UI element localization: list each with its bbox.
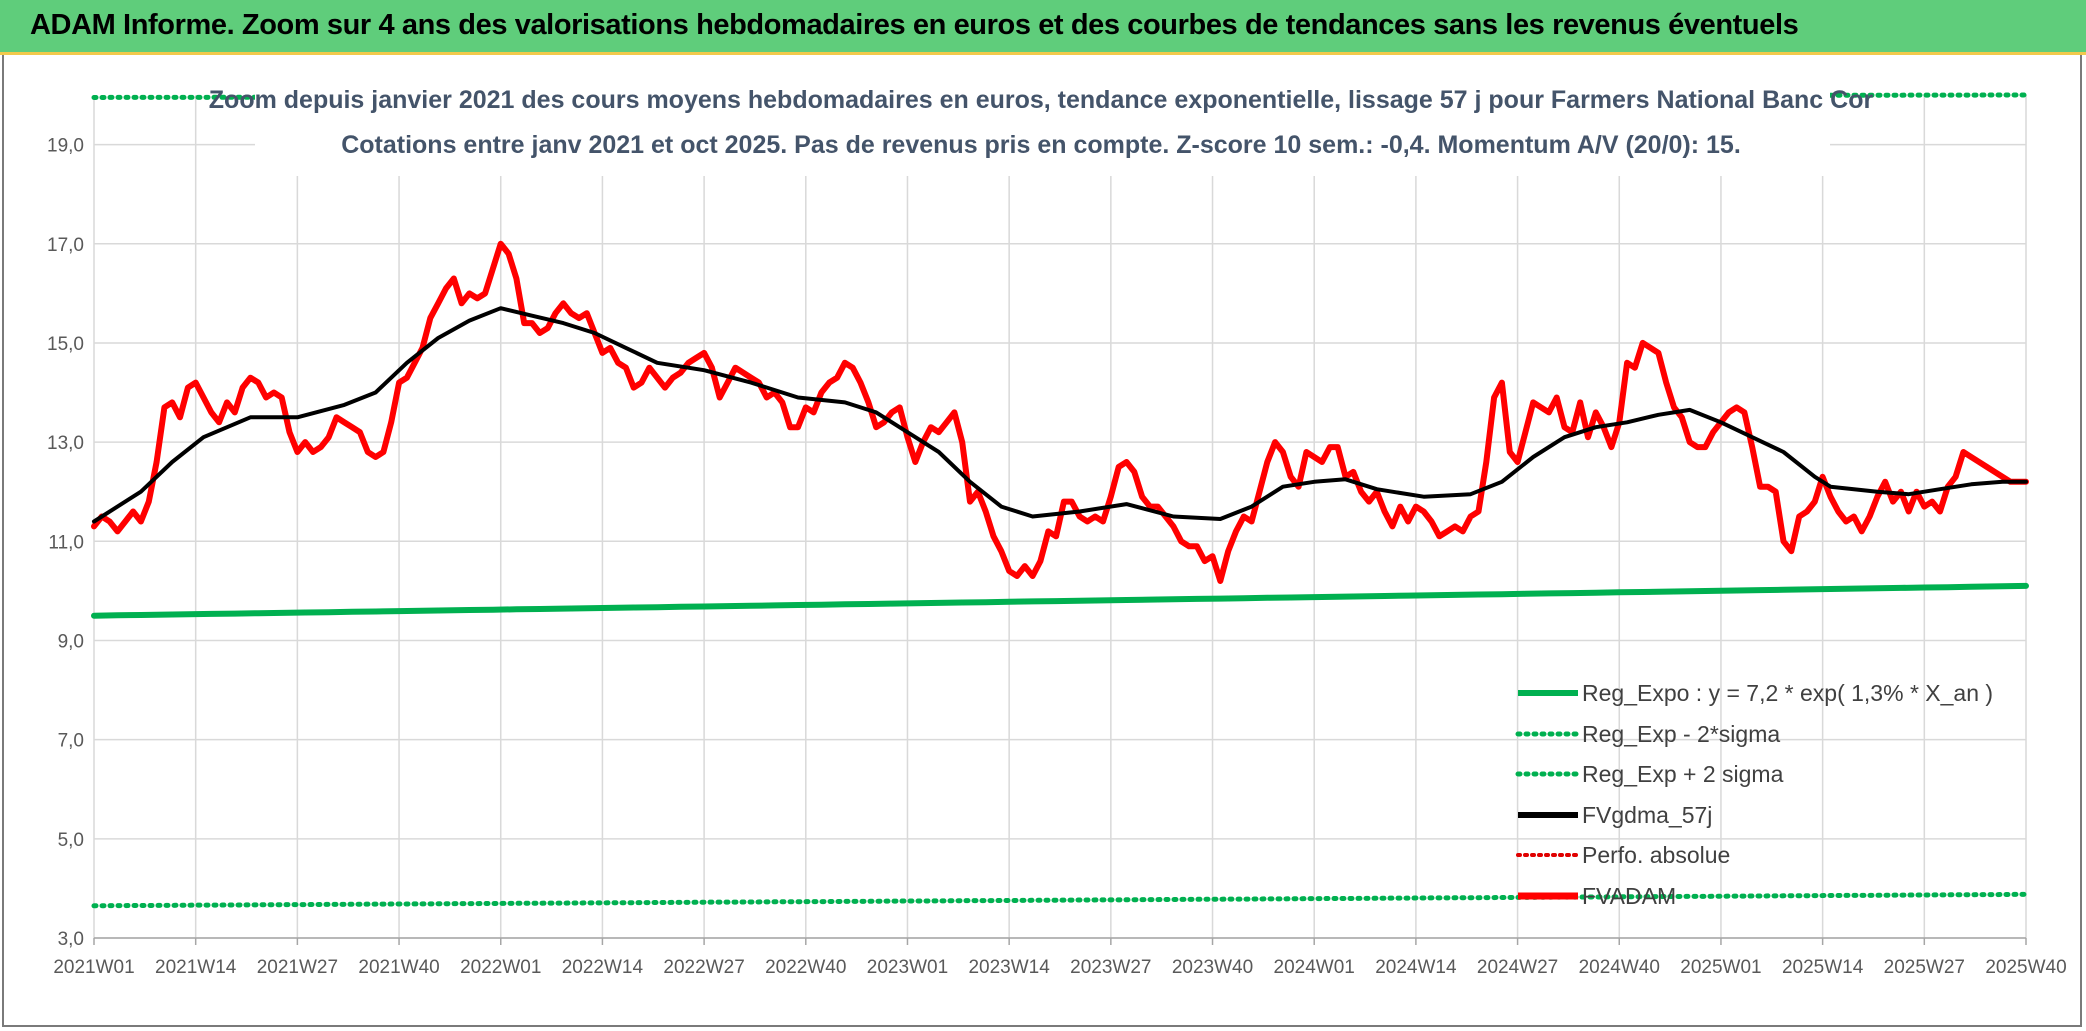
series-line-reg-expo — [91, 582, 2029, 619]
x-tick-label: 2025W27 — [1884, 957, 1965, 978]
legend: Reg_Expo : y = 7,2 * exp( 1,3% * X_an ) … — [1515, 680, 1993, 909]
x-tick-label: 2022W27 — [663, 957, 744, 978]
x-tick-label: 2025W14 — [1782, 957, 1864, 978]
x-tick-label: 2021W01 — [53, 957, 134, 978]
legend-label-fvadam: FVADAM — [1582, 883, 1676, 909]
x-tick-label: 2022W14 — [562, 957, 644, 978]
y-tick-label: 7,0 — [58, 731, 84, 752]
legend-label-reg-expo: Reg_Expo : y = 7,2 * exp( 1,3% * X_an ) — [1582, 680, 1993, 706]
series-line-reg-exp-minus-2sigma — [91, 891, 2029, 909]
y-tick-label: 5,0 — [58, 830, 84, 851]
x-axis-ticks: 2021W01 2021W14 2021W27 2021W40 2022W01 2022W… — [53, 957, 2066, 978]
x-tick-label: 2021W40 — [358, 957, 439, 978]
x-tick-label: 2025W40 — [1985, 957, 2066, 978]
header-title: ADAM Informe. Zoom sur 4 ans des valoris… — [30, 9, 1799, 41]
y-tick-label: 9,0 — [58, 631, 84, 652]
legend-label-perfo: Perfo. absolue — [1582, 842, 1730, 868]
x-tick-label: 2024W40 — [1579, 957, 1660, 978]
y-tick-label: 11,0 — [48, 532, 84, 553]
legend-label-minus-2sigma: Reg_Exp - 2*sigma — [1582, 721, 1780, 747]
series-line-fvgdma-57j — [92, 306, 2028, 524]
y-axis-ticks: 3,0 5,0 7,0 9,0 11,0 13,0 15,0 17,0 19,0 — [47, 136, 84, 950]
legend-label-fvgdma: FVgdma_57j — [1582, 802, 1712, 828]
x-tick-label: 2024W01 — [1274, 957, 1355, 978]
chart-frame — [2, 55, 2082, 1027]
grid-layer — [93, 95, 2027, 945]
subtitle-backdrop — [255, 78, 1830, 176]
legend-label-plus-2sigma: Reg_Exp + 2 sigma — [1582, 761, 1784, 787]
x-tick-label: 2022W01 — [460, 957, 541, 978]
header-title-bar: ADAM Informe. Zoom sur 4 ans des valoris… — [0, 0, 2086, 55]
x-tick-label: 2021W14 — [155, 957, 237, 978]
y-tick-label: 3,0 — [58, 929, 84, 950]
x-tick-label: 2021W27 — [257, 957, 338, 978]
x-tick-label: 2024W14 — [1375, 957, 1457, 978]
y-tick-label: 17,0 — [47, 235, 84, 256]
x-tick-label: 2022W40 — [765, 957, 846, 978]
chart-subtitle-line2: Cotations entre janv 2021 et oct 2025. P… — [341, 131, 1741, 159]
x-tick-label: 2023W01 — [867, 957, 948, 978]
x-tick-label: 2025W01 — [1680, 957, 1761, 978]
y-tick-label: 15,0 — [47, 334, 84, 355]
x-tick-label: 2023W14 — [968, 957, 1050, 978]
y-tick-label: 13,0 — [47, 433, 84, 454]
x-tick-label: 2024W27 — [1477, 957, 1558, 978]
x-tick-label: 2023W40 — [1172, 957, 1253, 978]
y-tick-label: 19,0 — [47, 136, 84, 157]
series-line-fvadam — [91, 240, 2029, 584]
x-tick-label: 2023W27 — [1070, 957, 1151, 978]
chart-subtitle-line1: Zoom depuis janvier 2021 des cours moyen… — [209, 86, 1874, 114]
